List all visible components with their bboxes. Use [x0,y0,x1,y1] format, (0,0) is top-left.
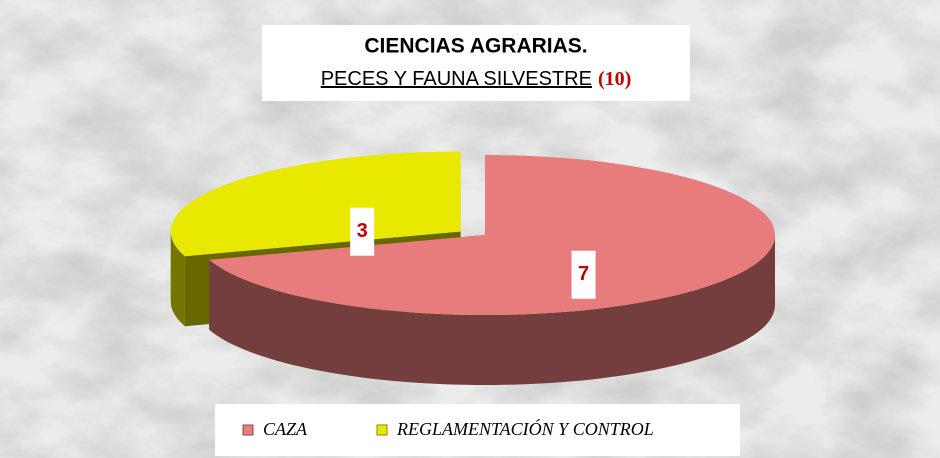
legend-swatch [242,424,254,436]
legend-swatch [376,424,388,436]
pie: 73 [170,151,775,385]
slice-side [209,235,775,385]
title-box [262,25,690,101]
subtitle-total: (10) [598,68,631,90]
slice-top [209,155,775,315]
subtitle: PECES Y FAUNA SILVESTRE [321,68,592,90]
legend-label: REGLAMENTACIÓN Y CONTROL [396,418,654,439]
chart-title: CIENCIAS AGRARIAS. [364,35,587,58]
slice-top [170,151,461,257]
slice-side [170,231,185,327]
value-label-box [350,207,375,256]
legend-box [215,404,740,456]
legend-label: CAZA [263,419,308,439]
value-label: 3 [357,220,368,242]
value-label-box [571,250,596,299]
value-label: 7 [578,263,589,285]
chart-subtitle: PECES Y FAUNA SILVESTRE (10) [321,68,632,91]
